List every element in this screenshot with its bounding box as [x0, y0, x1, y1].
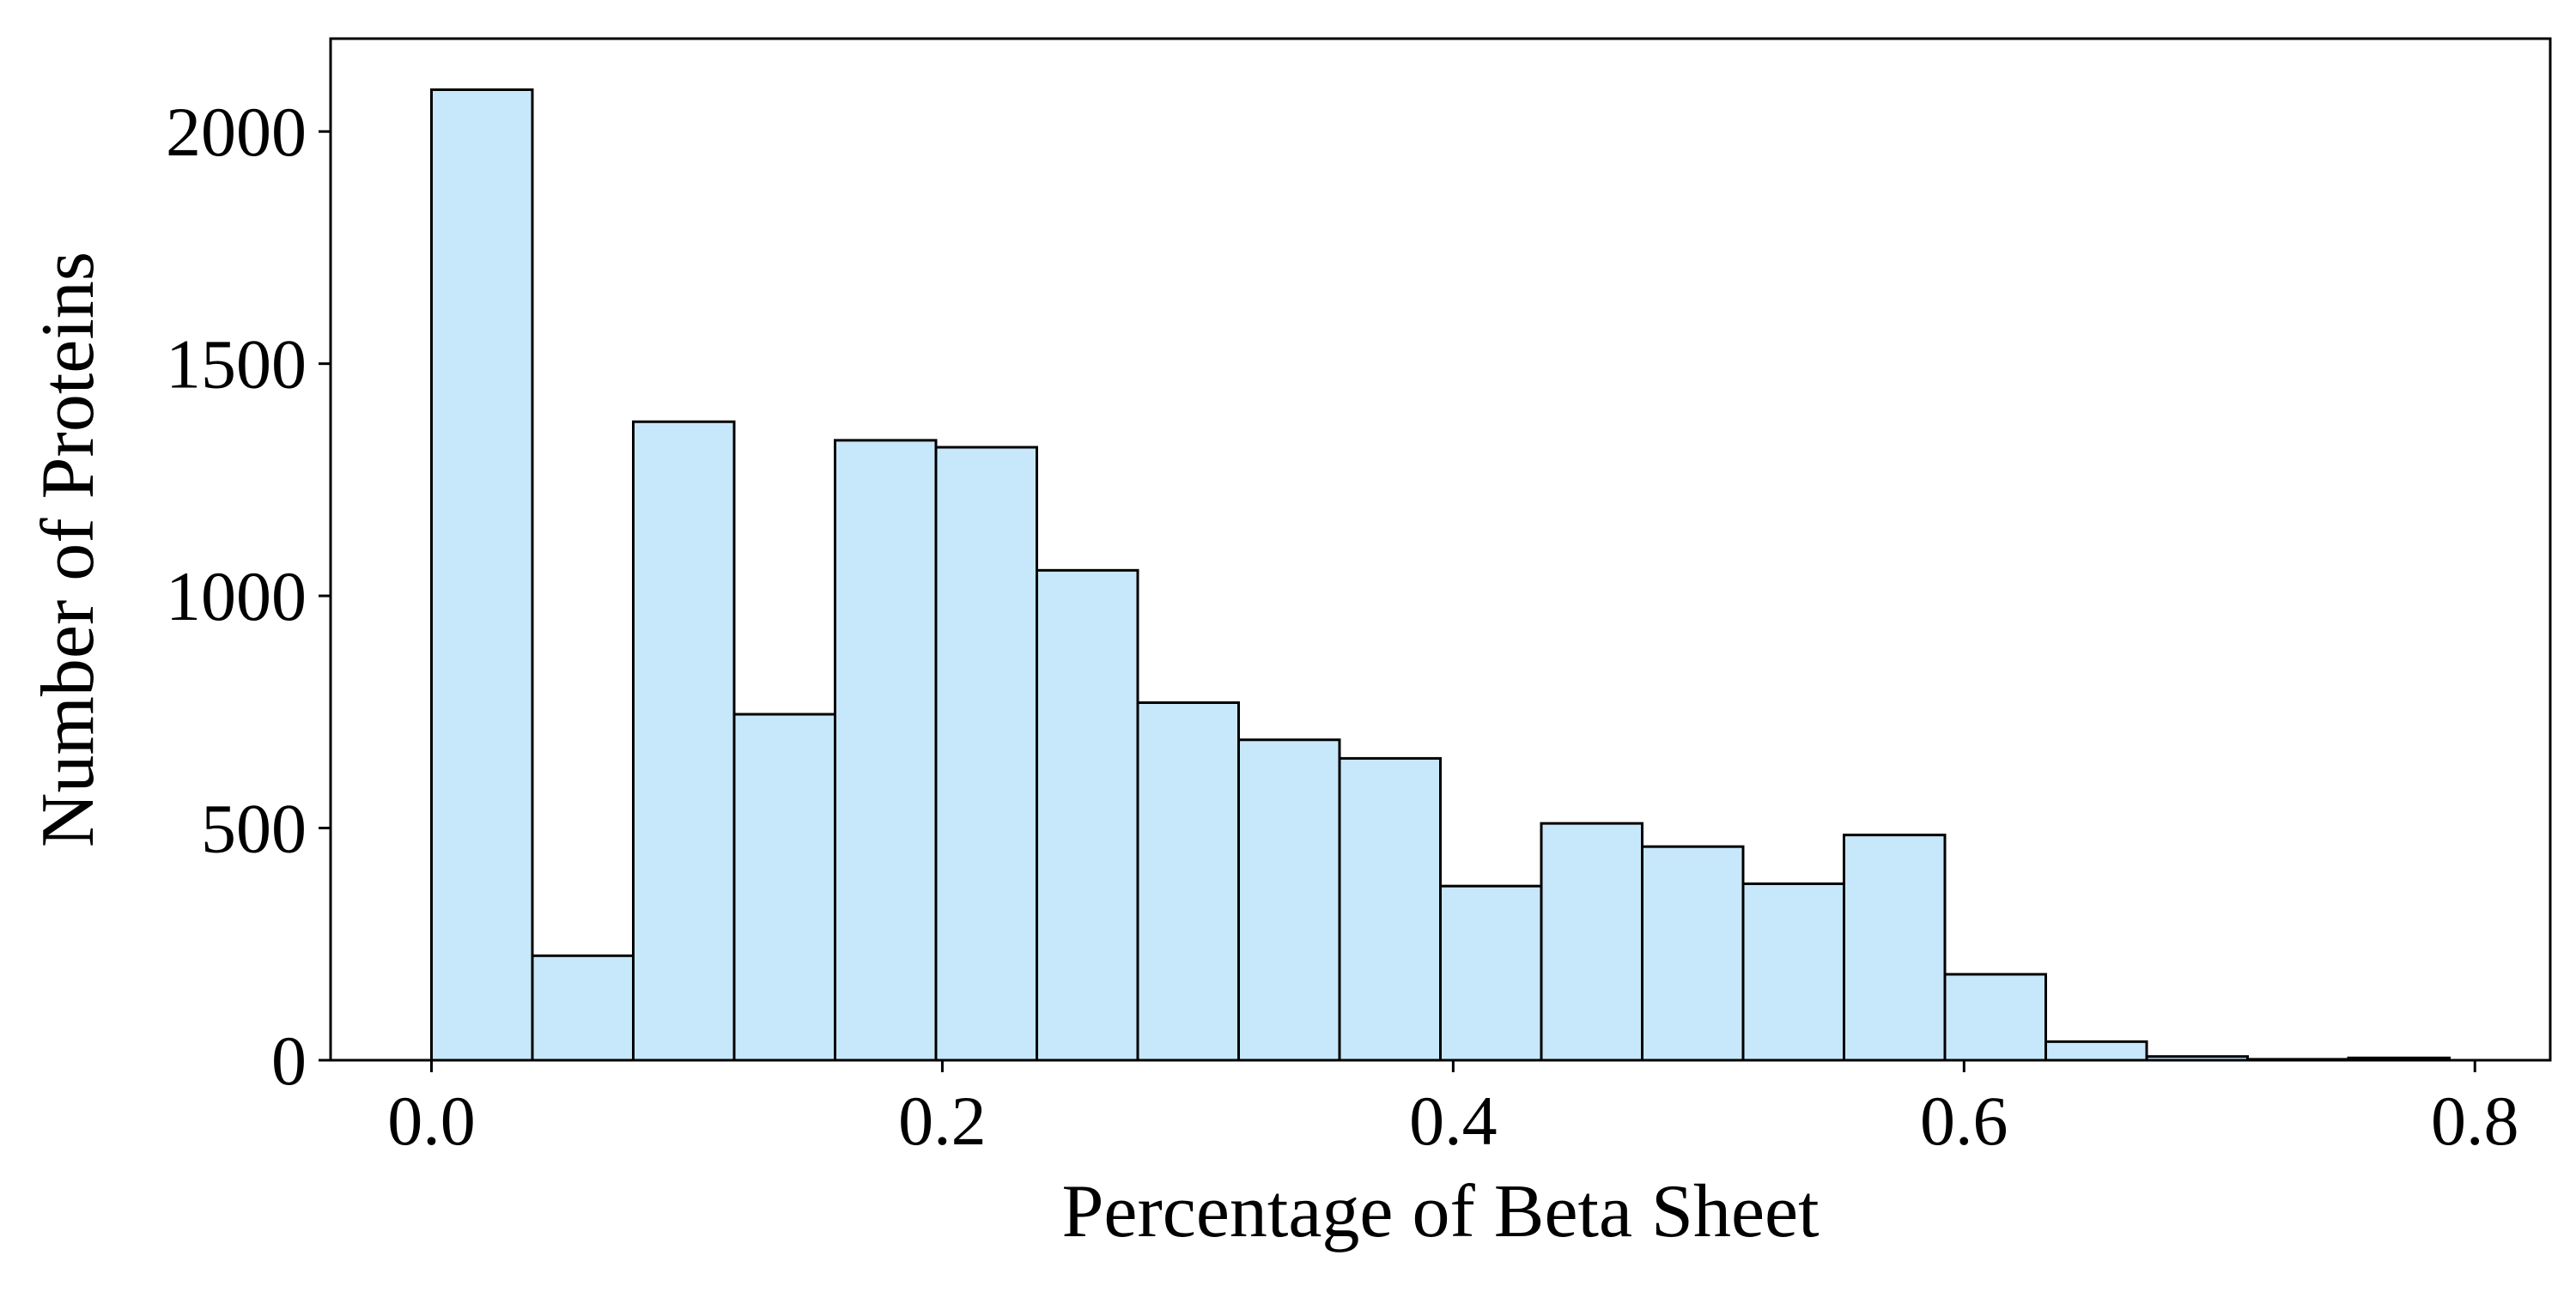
x-tick-label: 0.0	[387, 1082, 476, 1160]
histogram-bar	[732, 713, 836, 1062]
histogram-bar	[1439, 884, 1543, 1062]
histogram-bar	[1741, 882, 1845, 1062]
y-tick-label: 1000	[166, 557, 307, 635]
histogram-bar	[531, 954, 635, 1062]
histogram-bar	[632, 420, 736, 1062]
y-axis-ticks: 0 500 1000 1500 2000	[166, 93, 331, 1100]
histogram-bar	[1641, 845, 1745, 1062]
x-tick-label: 0.6	[1920, 1082, 2008, 1160]
histogram-bar	[430, 88, 534, 1062]
histogram-bar	[1338, 756, 1442, 1062]
x-axis-ticks: 0.0 0.2 0.4 0.6 0.8	[387, 1060, 2518, 1160]
y-tick-label: 2000	[166, 93, 307, 171]
y-tick-label: 0	[271, 1022, 307, 1100]
histogram-bar	[1237, 738, 1341, 1062]
histogram-bar	[1036, 568, 1139, 1062]
bars-group	[430, 88, 2451, 1062]
y-tick-label: 1500	[166, 325, 307, 403]
y-axis-label: Number of Proteins	[27, 252, 110, 847]
histogram-bar	[1540, 822, 1643, 1062]
histogram-bar	[834, 439, 938, 1062]
histogram-bar	[1943, 973, 2047, 1062]
histogram-bar	[2044, 1040, 2148, 1062]
x-tick-label: 0.8	[2431, 1082, 2519, 1160]
plot-frame	[329, 37, 2552, 1062]
x-tick-label: 0.4	[1409, 1082, 1498, 1160]
histogram-bar	[934, 446, 1038, 1062]
y-tick-label: 500	[201, 790, 307, 868]
x-axis-label: Percentage of Beta Sheet	[1061, 1170, 1819, 1253]
histogram-bar	[1843, 834, 1947, 1062]
x-tick-label: 0.2	[898, 1082, 987, 1160]
histogram-bar	[1136, 701, 1240, 1062]
